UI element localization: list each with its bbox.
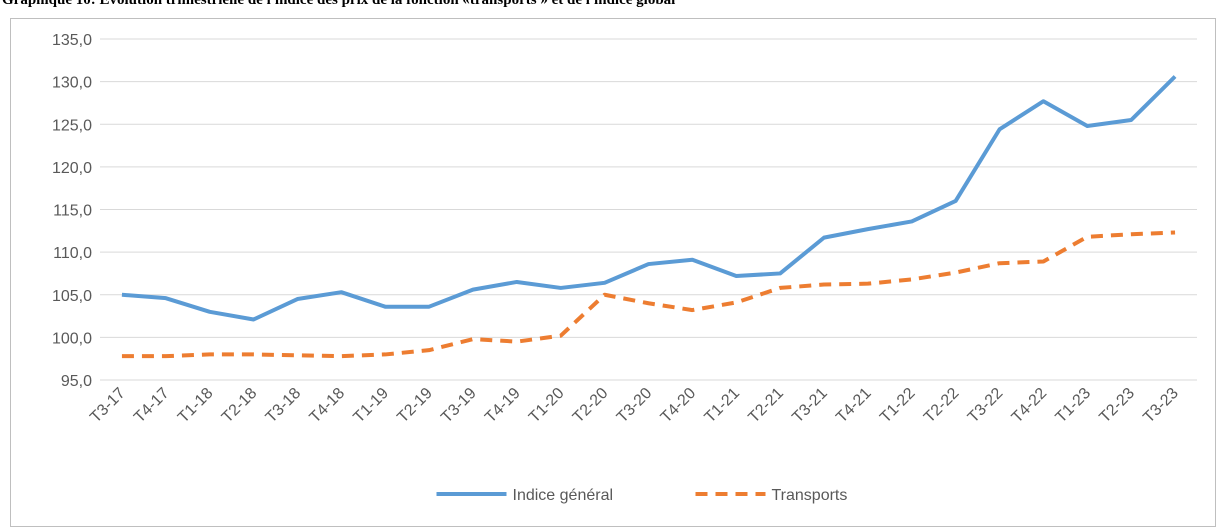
legend-label: Transports (772, 487, 848, 504)
y-tick-label: 100,0 (52, 330, 92, 347)
y-tick-label: 105,0 (52, 288, 92, 305)
series-line (121, 230, 1176, 359)
y-tick-label: 130,0 (52, 75, 92, 92)
chart-title: Graphique 10: Evolution trimestrielle de… (2, 0, 675, 8)
series-line (121, 75, 1177, 322)
y-tick-label: 135,0 (52, 32, 92, 49)
y-tick-label: 110,0 (53, 245, 92, 262)
y-tick-label: 95,0 (61, 373, 92, 390)
legend-label: Indice général (513, 487, 614, 504)
y-tick-label: 115,0 (53, 203, 92, 220)
chart-frame (10, 18, 1216, 527)
y-tick-label: 120,0 (52, 160, 92, 177)
y-tick-label: 125,0 (52, 117, 92, 134)
